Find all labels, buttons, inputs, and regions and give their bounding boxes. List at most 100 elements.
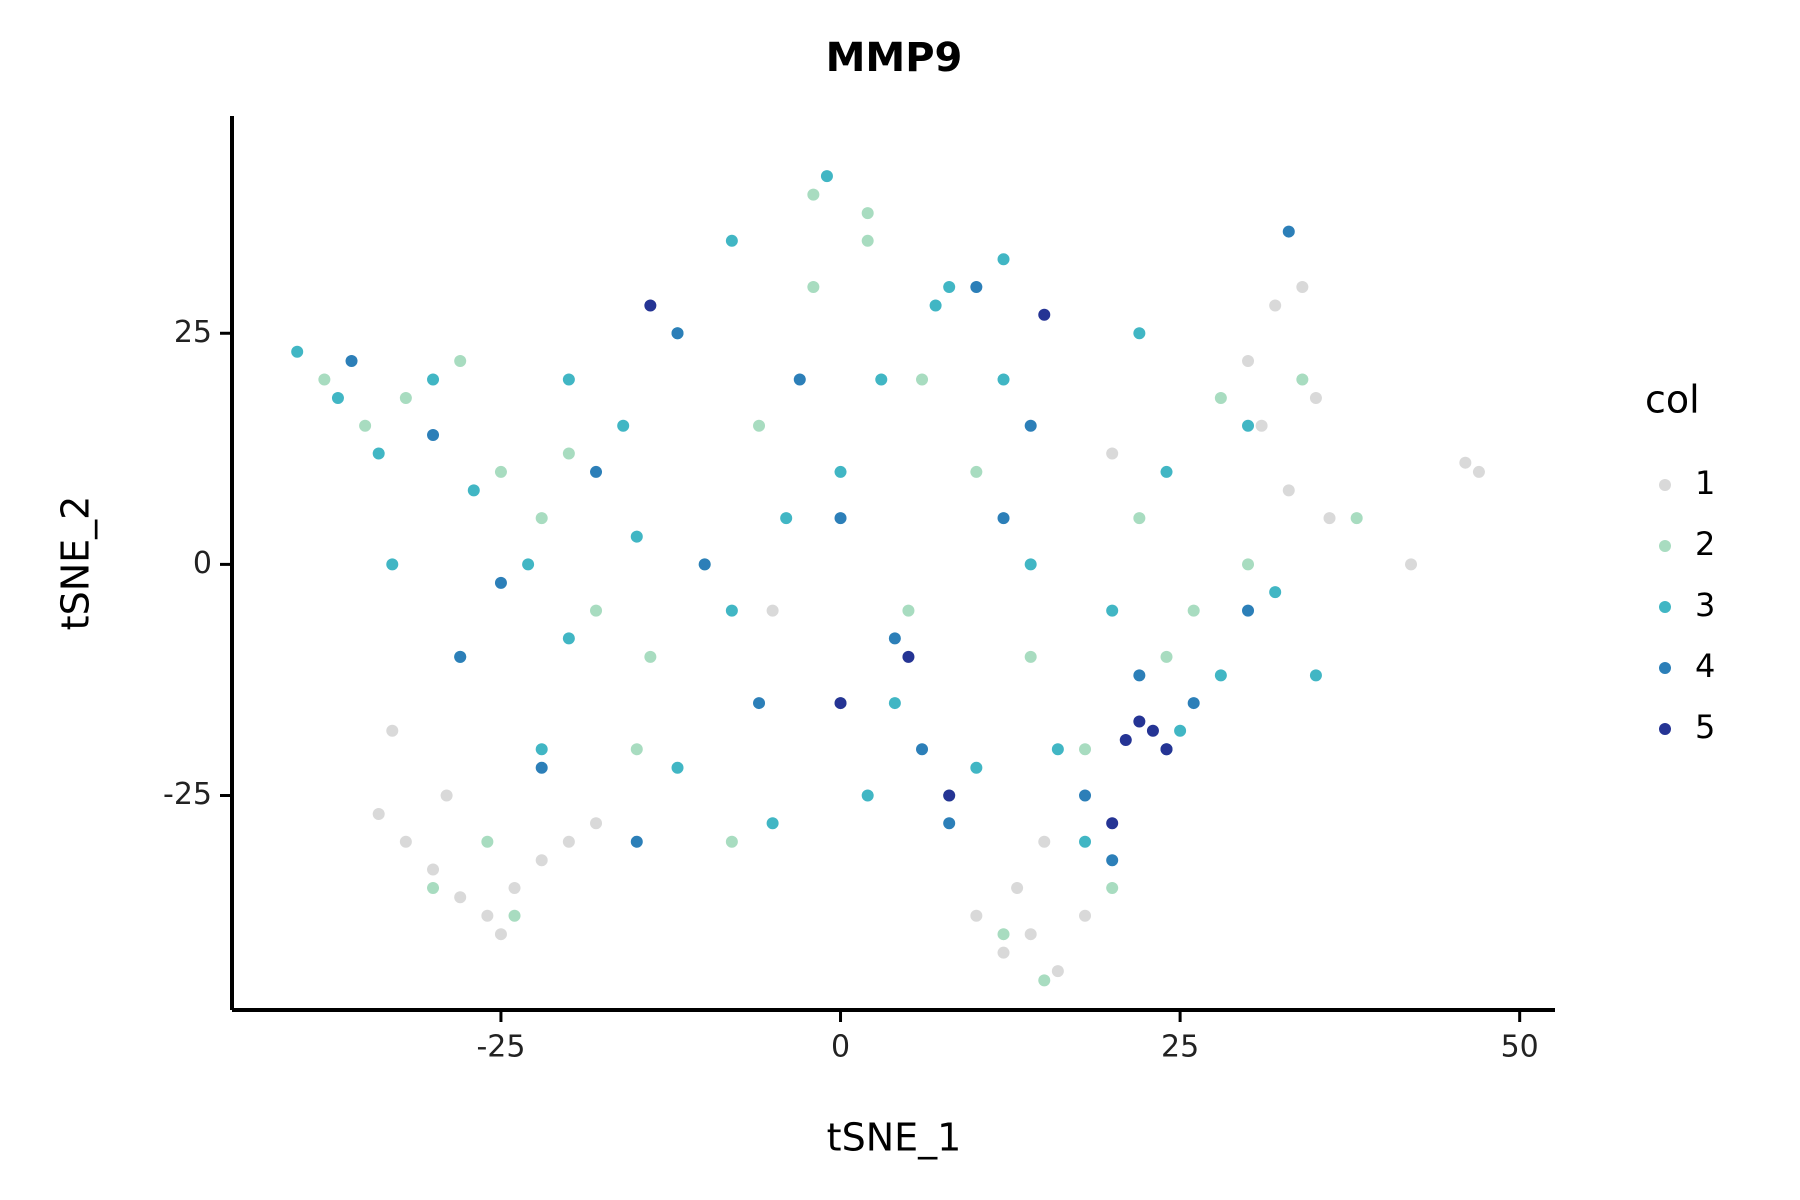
point [807,188,820,201]
point [440,789,453,802]
point [820,170,833,183]
legend-marker [1659,601,1671,613]
point [725,835,738,848]
point [1214,669,1227,682]
point [427,428,440,441]
point [916,743,929,756]
point [780,512,793,525]
point [1269,586,1282,599]
chart-title: MMP9 [826,35,963,81]
point [725,234,738,247]
point [617,419,630,432]
point [834,465,847,478]
point [1024,558,1037,571]
point [331,391,344,404]
point [318,373,331,386]
point [1405,558,1418,571]
point [1011,881,1024,894]
point [970,281,983,294]
point [562,835,575,848]
legend-marker [1659,723,1671,735]
point [834,512,847,525]
point [1242,354,1255,367]
point [1133,512,1146,525]
y-tick-label: 0 [193,546,212,581]
legend-label: 5 [1695,708,1715,746]
legend-marker [1659,662,1671,674]
point [1309,391,1322,404]
point [1038,835,1051,848]
point [970,909,983,922]
point [359,419,372,432]
point [630,743,643,756]
point [861,789,874,802]
point [671,327,684,340]
point [1160,743,1173,756]
point [372,808,385,821]
x-tick-label: -25 [476,1030,525,1065]
legend-label: 1 [1695,464,1715,502]
point [1106,604,1119,617]
point [494,928,507,941]
point [753,697,766,710]
point [454,891,467,904]
point [494,465,507,478]
point [590,465,603,478]
point [1282,225,1295,238]
point [875,373,888,386]
point [970,465,983,478]
point [630,530,643,543]
point [1309,669,1322,682]
point [1160,465,1173,478]
point [1024,419,1037,432]
point [1133,327,1146,340]
point [1106,881,1119,894]
point [590,604,603,617]
point [861,234,874,247]
y-tick-label: 25 [174,315,212,350]
point [454,354,467,367]
x-tick-label: 50 [1501,1030,1539,1065]
point [1051,743,1064,756]
point [902,604,915,617]
point [725,604,738,617]
legend-label: 2 [1695,525,1715,563]
point [1187,604,1200,617]
y-tick-label: -25 [163,777,212,812]
x-axis-title: tSNE_1 [827,1116,962,1160]
point [644,299,657,312]
point [997,512,1010,525]
point [1350,512,1363,525]
point [630,835,643,848]
point [929,299,942,312]
legend-label: 4 [1695,647,1715,685]
x-tick-label: 0 [831,1030,850,1065]
point [535,854,548,867]
point [644,650,657,663]
point [1174,724,1187,737]
legend-title: col [1645,378,1700,422]
point [1146,724,1159,737]
point [1079,835,1092,848]
point [427,863,440,876]
point [1214,391,1227,404]
point [997,373,1010,386]
point [1038,308,1051,321]
point [535,512,548,525]
point [386,724,399,737]
point [1133,669,1146,682]
point [943,789,956,802]
point [861,207,874,220]
point [997,946,1010,959]
point [943,281,956,294]
point [1106,854,1119,867]
point [1079,909,1092,922]
point [793,373,806,386]
point [943,817,956,830]
point [698,558,711,571]
point [372,447,385,460]
point [535,761,548,774]
point [1472,465,1485,478]
point [454,650,467,663]
